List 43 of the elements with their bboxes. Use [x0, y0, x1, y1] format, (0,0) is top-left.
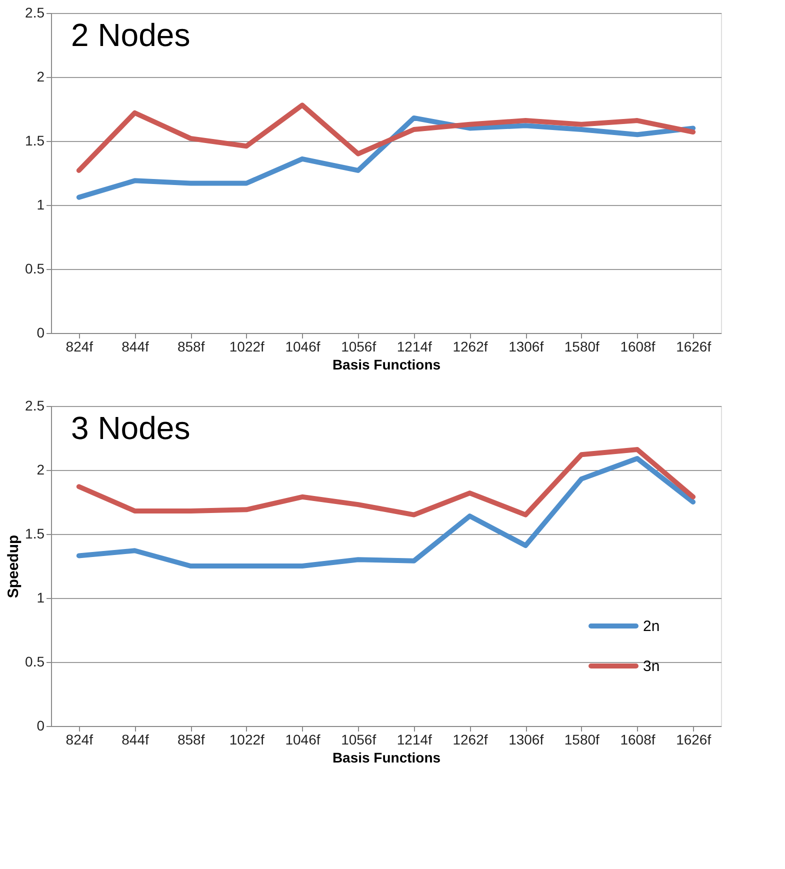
x-tick-label: 1306f	[508, 338, 544, 354]
x-tick-label: 858f	[177, 732, 205, 748]
x-tick-label: 1580f	[564, 338, 600, 354]
x-tick-label: 1626f	[676, 338, 712, 354]
y-tick-label: 0.5	[25, 654, 45, 670]
y-tick-label: 1	[36, 196, 45, 212]
y-tick-label: 0	[36, 718, 45, 734]
x-tick-label: 1580f	[564, 732, 600, 748]
x-tick-label: 844f	[122, 338, 149, 354]
x-tick-label: 1262f	[452, 338, 488, 354]
x-tick-label: 1046f	[285, 732, 320, 748]
x-tick-label: 858f	[177, 338, 205, 354]
x-tick-label: 1306f	[508, 732, 544, 748]
y-tick-label: 1.5	[25, 526, 45, 542]
y-tick-label: 1.5	[25, 132, 45, 148]
x-axis-title: Basis Functions	[332, 356, 441, 372]
chart-title: 2 Nodes	[71, 17, 190, 53]
x-tick-label: 1056f	[341, 338, 376, 354]
y-tick-label: 2	[36, 68, 45, 84]
chart-title: 3 Nodes	[71, 410, 190, 446]
y-tick-label: 1	[36, 590, 45, 606]
x-tick-label: 1626f	[676, 732, 712, 748]
x-tick-label: 824f	[66, 338, 94, 354]
y-tick-label: 0	[36, 324, 45, 340]
x-tick-label: 1608f	[620, 338, 656, 354]
legend-label: 3n	[643, 658, 660, 675]
x-tick-label: 824f	[66, 732, 94, 748]
x-axis-title: Basis Functions	[332, 750, 441, 766]
x-tick-label: 1214f	[396, 732, 432, 748]
y-tick-label: 2.5	[25, 398, 45, 414]
y-tick-label: 2.5	[25, 4, 45, 20]
y-axis-title: Speedup	[5, 534, 22, 598]
x-tick-label: 1056f	[341, 732, 376, 748]
x-tick-label: 1608f	[620, 732, 656, 748]
x-tick-label: 1262f	[452, 732, 488, 748]
x-tick-label: 844f	[122, 732, 149, 748]
x-tick-label: 1046f	[285, 338, 320, 354]
x-tick-label: 1022f	[229, 338, 265, 354]
legend-label: 2n	[643, 618, 660, 635]
x-tick-label: 1214f	[396, 338, 432, 354]
y-tick-label: 2	[36, 462, 45, 478]
y-tick-label: 0.5	[25, 260, 45, 276]
x-tick-label: 1022f	[229, 732, 265, 748]
